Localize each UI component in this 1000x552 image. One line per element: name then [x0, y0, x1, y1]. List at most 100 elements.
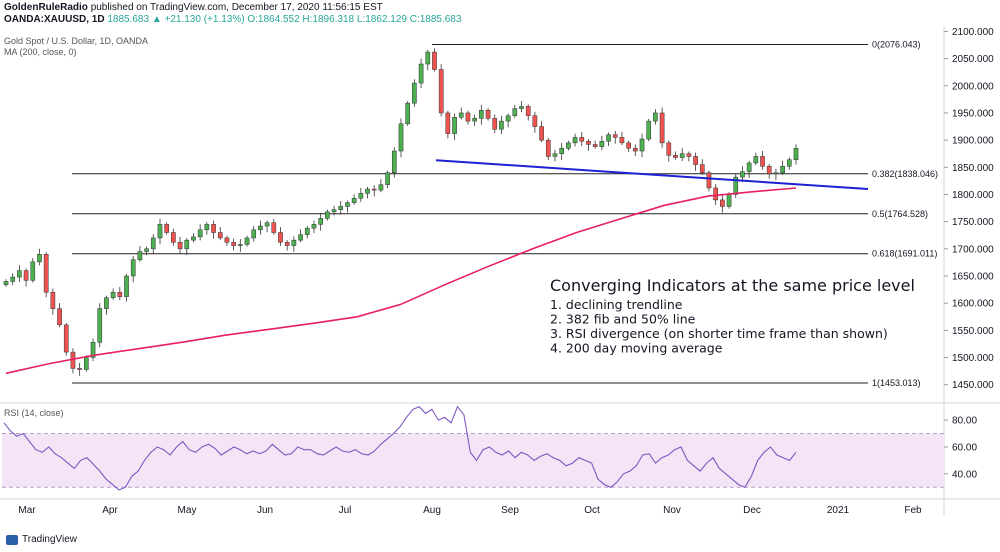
candle-body: [445, 112, 451, 134]
candle-body: [713, 187, 718, 201]
candle-body: [171, 232, 176, 243]
candle-body: [197, 229, 203, 238]
candle-body: [566, 142, 571, 149]
candle-body: [224, 237, 230, 243]
candle-body: [679, 153, 685, 158]
fib-level-label: 0(2076.043): [872, 39, 921, 49]
candle-body: [465, 112, 471, 122]
price-tick-label: 2100.000: [952, 27, 994, 38]
candle-body: [793, 148, 799, 160]
candle-body: [398, 123, 404, 152]
candle-body: [686, 153, 692, 157]
candle-body: [97, 308, 103, 343]
candle-body: [619, 137, 625, 144]
candle-body: [733, 176, 739, 195]
price-tick-label: 1700.000: [952, 244, 994, 255]
candle-body: [10, 276, 16, 282]
time-tick-label: 2021: [827, 505, 850, 516]
candle-body: [157, 224, 163, 239]
candle-body: [150, 237, 156, 250]
candle-body: [237, 244, 243, 246]
candle-body: [304, 227, 310, 235]
candle-body: [505, 115, 511, 122]
candle-body: [77, 368, 82, 370]
tradingview-footer[interactable]: TradingView: [6, 534, 77, 545]
candle-body: [284, 242, 290, 246]
time-tick-label: Jul: [339, 505, 352, 516]
candle-body: [425, 51, 431, 65]
candle-body: [164, 224, 170, 233]
candle-body: [586, 140, 591, 145]
time-tick-label: Nov: [663, 505, 681, 516]
candle-body: [378, 184, 384, 191]
candle-body: [90, 342, 96, 358]
candle-body: [23, 270, 29, 281]
candle-body: [673, 155, 678, 158]
candle-body: [472, 118, 477, 122]
candle-body: [639, 138, 645, 152]
candle-body: [773, 172, 779, 175]
candle-body: [412, 82, 417, 104]
candle-body: [391, 150, 397, 173]
publisher-name[interactable]: GoldenRuleRadio: [4, 2, 88, 13]
candle-body: [244, 237, 250, 245]
annotation-title: Converging Indicators at the same price …: [550, 276, 915, 295]
candle-body: [231, 242, 236, 246]
candle-body: [499, 120, 504, 130]
candle-body: [432, 51, 437, 70]
time-tick-label: Aug: [423, 505, 441, 516]
fib-level-label: 0.5(1764.528): [872, 209, 928, 219]
fib-level-label: 0.382(1838.046): [872, 169, 938, 179]
candle-body: [532, 115, 538, 127]
price-tick-label: 1950.000: [952, 108, 994, 119]
candle-body: [311, 224, 317, 229]
candle-body: [191, 236, 196, 241]
time-tick-label: Dec: [743, 505, 761, 516]
candle-body: [438, 69, 444, 114]
candle-body: [606, 134, 611, 142]
rsi-tick-label: 80.00: [952, 416, 977, 427]
candle-body: [525, 106, 531, 116]
candle-body: [371, 188, 377, 191]
ma-legend: MA (200, close, 0): [4, 47, 77, 57]
rsi-tick-label: 40.00: [952, 469, 977, 480]
price-tick-label: 1550.000: [952, 326, 994, 337]
time-tick-label: Mar: [18, 505, 36, 516]
price-tick-label: 1850.000: [952, 163, 994, 174]
price-tick-label: 2050.000: [952, 54, 994, 65]
candle-body: [50, 292, 56, 309]
annotation-item: 3. RSI divergence (on shorter time frame…: [550, 326, 888, 341]
candle-body: [144, 248, 149, 252]
candle-body: [519, 106, 524, 109]
price-tick-label: 1750.000: [952, 217, 994, 228]
candle-body: [572, 137, 578, 144]
candle-body: [599, 140, 605, 147]
candle-body: [512, 108, 518, 116]
candle-body: [452, 117, 457, 134]
candle-body: [358, 193, 364, 199]
candle-body: [559, 148, 565, 154]
candle-body: [539, 126, 544, 141]
candle-body: [612, 134, 618, 138]
candle-body: [137, 251, 143, 260]
candle-body: [57, 308, 62, 326]
candle-body: [552, 153, 558, 157]
candle-body: [351, 198, 357, 203]
candle-body: [117, 292, 123, 297]
candle-body: [258, 225, 263, 231]
candle-body: [479, 109, 484, 119]
candle-body: [780, 165, 785, 173]
candle-body: [110, 292, 116, 298]
candle-body: [184, 239, 190, 250]
candle-body: [211, 224, 216, 233]
candle-body: [579, 137, 585, 142]
candle-body: [338, 206, 344, 210]
candle-body: [693, 156, 698, 165]
annotation-item: 2. 382 fib and 50% line: [550, 312, 696, 327]
candle-body: [104, 297, 109, 309]
fib-level-label: 0.618(1691.011): [872, 249, 937, 259]
price-tick-label: 1800.000: [952, 190, 994, 201]
candle-body: [84, 357, 89, 370]
